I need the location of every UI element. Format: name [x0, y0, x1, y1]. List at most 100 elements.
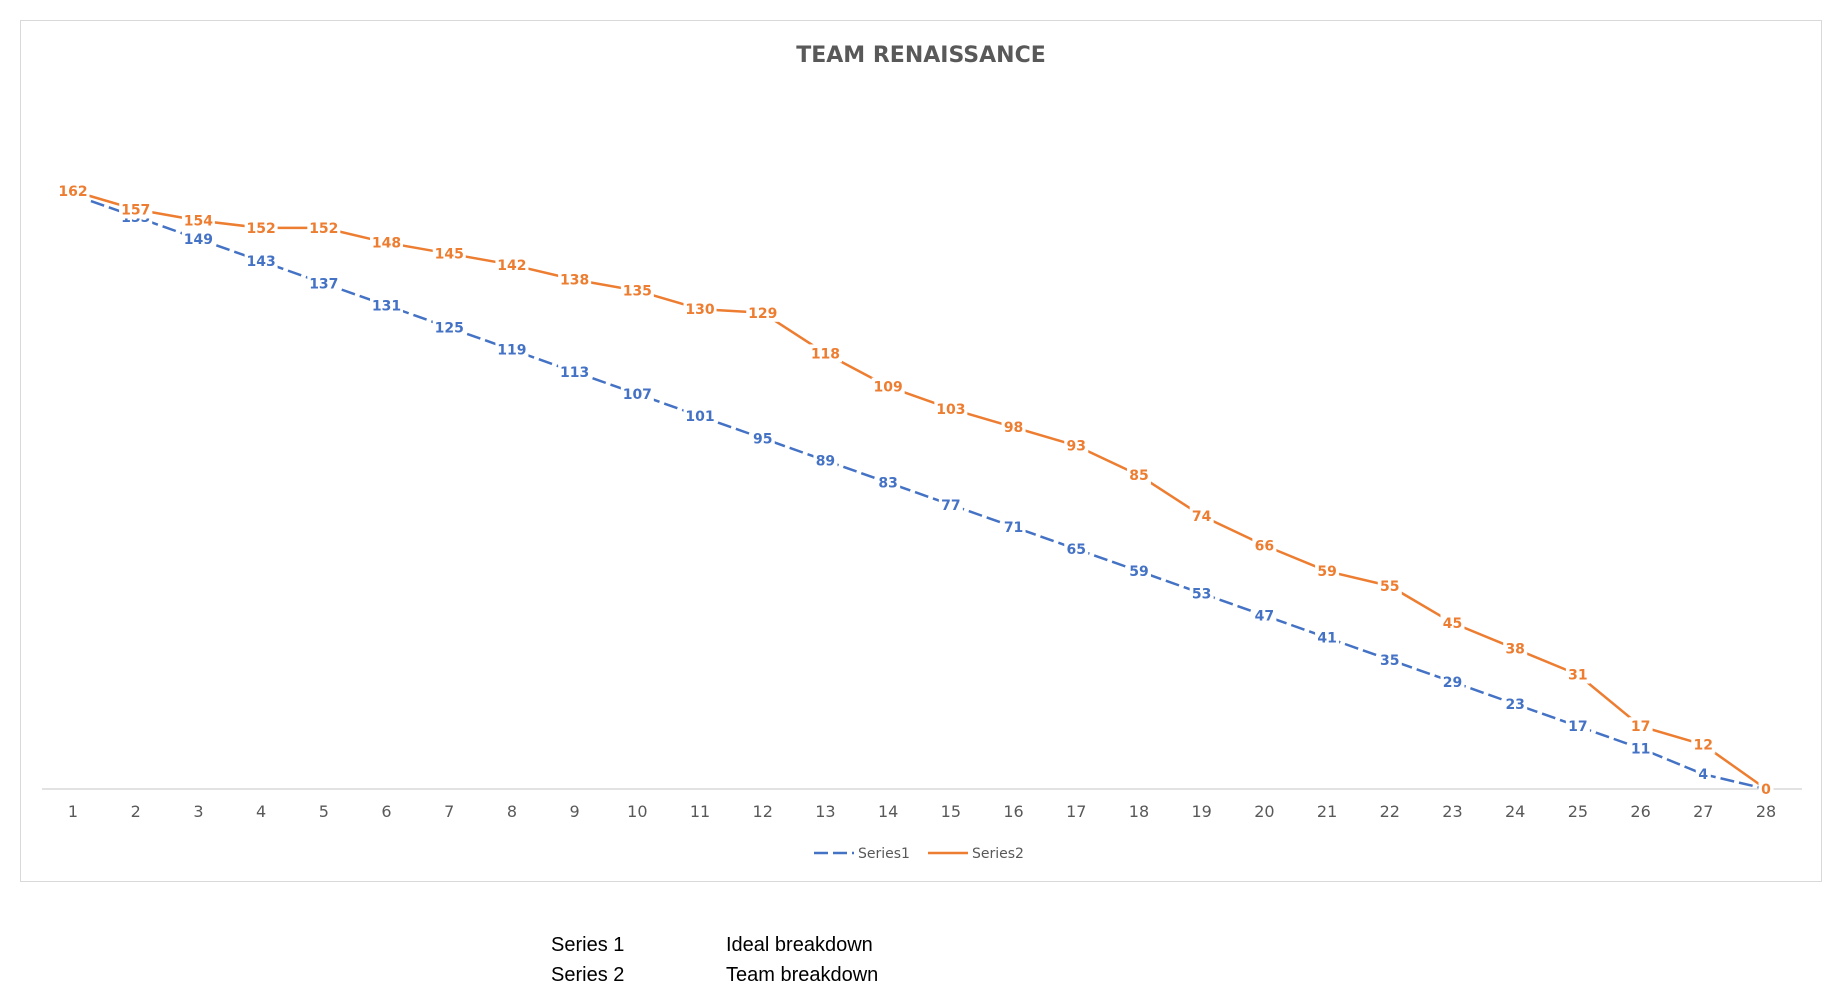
- data-label-series-2: 0: [1761, 782, 1771, 798]
- data-label-bg: [1064, 540, 1089, 559]
- data-label-bg: [1126, 562, 1151, 581]
- x-tick-label: 26: [1630, 802, 1650, 821]
- chart-frame: [20, 20, 1822, 882]
- data-label-bg: [1565, 717, 1590, 736]
- data-label-series-2: 17: [1631, 719, 1650, 735]
- data-label-series-2: 135: [623, 284, 652, 300]
- data-label-series-2: 31: [1568, 668, 1587, 684]
- data-label-bg: [1695, 765, 1711, 784]
- data-label-bg: [119, 200, 153, 219]
- data-label-series-1: 137: [309, 276, 338, 292]
- data-label-bg: [1503, 695, 1528, 714]
- data-label-bg: [1315, 562, 1340, 581]
- data-label-bg: [1252, 536, 1277, 555]
- x-tick-label: 19: [1191, 802, 1211, 821]
- data-label-series-2: 109: [874, 380, 903, 396]
- data-label-series-2: 142: [497, 258, 526, 274]
- data-label-series-1: 47: [1255, 609, 1274, 625]
- data-label-series-1: 59: [1129, 564, 1148, 580]
- x-tick-label: 28: [1756, 802, 1776, 821]
- data-label-series-1: 119: [497, 343, 526, 359]
- data-label-bg: [307, 274, 341, 293]
- x-tick-label: 9: [570, 802, 580, 821]
- data-label-bg: [1440, 672, 1465, 691]
- note-key: Series 2: [551, 964, 625, 986]
- x-tick-label: 24: [1505, 802, 1525, 821]
- legend-label-series-2: Series2: [972, 846, 1024, 862]
- data-label-bg: [813, 451, 838, 470]
- data-label-bg: [495, 255, 529, 274]
- x-tick-label: 27: [1693, 802, 1713, 821]
- x-tick-label: 8: [507, 802, 517, 821]
- data-label-bg: [934, 399, 968, 418]
- note-value: Ideal breakdown: [726, 934, 873, 956]
- data-label-bg: [1001, 517, 1026, 536]
- data-label-bg: [620, 281, 654, 300]
- data-label-bg: [1565, 665, 1590, 684]
- data-label-bg: [370, 233, 404, 252]
- chart-legend: Series1 Series2: [814, 846, 1024, 862]
- data-label-bg: [1252, 606, 1277, 625]
- x-tick-label: 22: [1380, 802, 1400, 821]
- data-label-series-1: 41: [1317, 631, 1336, 647]
- data-label-bg: [181, 211, 215, 230]
- x-tick-label: 1: [68, 802, 78, 821]
- x-tick-label: 12: [753, 802, 773, 821]
- data-label-bg: [181, 229, 215, 248]
- data-label-series-2: 162: [58, 184, 87, 200]
- data-label-series-2: 55: [1380, 579, 1399, 595]
- data-label-bg: [307, 218, 341, 237]
- x-tick-label: 14: [878, 802, 898, 821]
- data-label-series-2: 138: [560, 273, 589, 289]
- x-tick-label: 15: [941, 802, 961, 821]
- note-value: Team breakdown: [726, 964, 879, 986]
- chart-title: TEAM RENAISSANCE: [796, 43, 1046, 68]
- series-line-2: [72, 189, 1767, 791]
- data-label-bg: [746, 303, 780, 322]
- data-label-series-2: 152: [246, 221, 275, 237]
- data-label-bg: [808, 344, 842, 363]
- data-label-series-1: 125: [435, 321, 464, 337]
- data-label-bg: [620, 385, 654, 404]
- data-label-bg: [1315, 628, 1340, 647]
- data-label-bg: [1377, 576, 1402, 595]
- data-label-series-2: 38: [1505, 642, 1524, 658]
- data-label-series-1: 35: [1380, 653, 1399, 669]
- data-label-series-2: 103: [936, 402, 965, 418]
- data-label-bg: [244, 218, 278, 237]
- data-label-bg: [1503, 639, 1528, 658]
- series-line-1: [72, 193, 1767, 791]
- x-tick-label: 5: [319, 802, 329, 821]
- data-label-series-1: 113: [560, 365, 589, 381]
- x-tick-label: 6: [381, 802, 391, 821]
- data-label-series-1: 101: [685, 409, 714, 425]
- data-label-series-1: 29: [1443, 675, 1462, 691]
- x-tick-label: 4: [256, 802, 266, 821]
- data-label-series-1: 149: [184, 232, 213, 248]
- x-tick-label: 2: [131, 802, 141, 821]
- data-label-series-2: 148: [372, 236, 401, 252]
- data-label-bg: [1001, 418, 1026, 437]
- series-notes: Series 1 Ideal breakdown Series 2 Team b…: [551, 930, 878, 990]
- data-label-bg: [370, 296, 404, 315]
- data-label-bg: [1440, 613, 1465, 632]
- burndown-chart: TEAM RENAISSANCE 16115514914313713112511…: [42, 43, 1802, 862]
- x-tick-label: 3: [193, 802, 203, 821]
- data-label-series-1: 23: [1505, 697, 1524, 713]
- data-label-series-2: 129: [748, 306, 777, 322]
- x-tick-label: 23: [1442, 802, 1462, 821]
- x-tick-label: 16: [1003, 802, 1023, 821]
- data-label-bg: [938, 495, 963, 514]
- data-label-series-2: 98: [1004, 420, 1023, 436]
- data-label-series-1: 4: [1698, 767, 1708, 783]
- data-label-bg: [56, 181, 90, 200]
- data-label-series-2: 118: [811, 346, 840, 362]
- data-label-bg: [244, 252, 278, 271]
- data-label-series-1: 11: [1631, 741, 1650, 757]
- data-label-series-2: 93: [1067, 439, 1086, 455]
- data-label-series-2: 45: [1443, 616, 1462, 632]
- data-label-series-1: 83: [878, 476, 897, 492]
- x-tick-label: 13: [815, 802, 835, 821]
- data-label-series-1: 107: [623, 387, 652, 403]
- data-label-series-2: 74: [1192, 509, 1212, 525]
